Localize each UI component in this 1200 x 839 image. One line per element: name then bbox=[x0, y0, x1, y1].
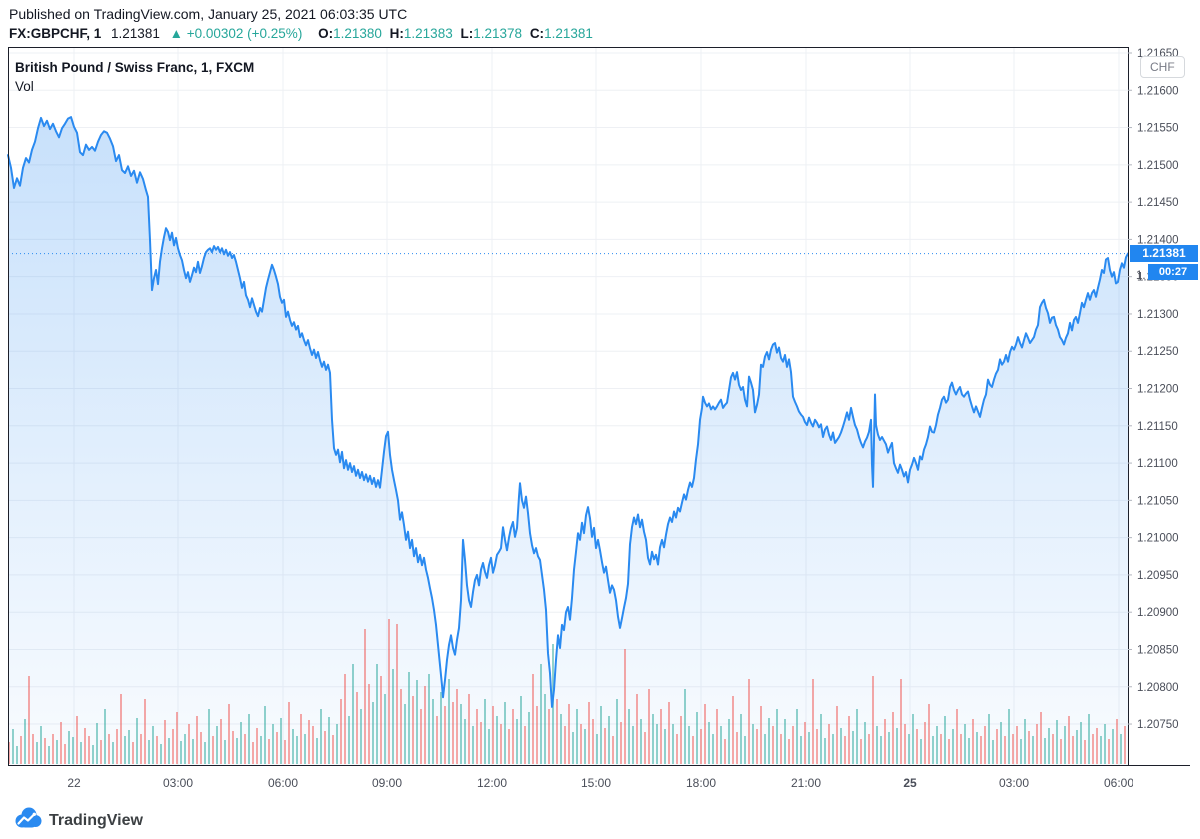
currency-toggle-badge[interactable]: CHF bbox=[1140, 56, 1185, 78]
price-tick-label: 1.21250 bbox=[1137, 346, 1179, 358]
price-axis-label-covered: 1. bbox=[1136, 270, 1146, 282]
time-tick-label: 25 bbox=[903, 776, 917, 790]
symbol-last-price: 1.21381 bbox=[111, 26, 160, 41]
high-label: H: bbox=[389, 26, 404, 41]
price-tick-label: 1.21200 bbox=[1137, 384, 1179, 396]
price-area-fill bbox=[8, 117, 1128, 766]
open-value: 1.21380 bbox=[333, 26, 382, 41]
price-tick-label: 1.21600 bbox=[1137, 85, 1179, 97]
price-tick-label: 1.20800 bbox=[1137, 682, 1179, 694]
tradingview-logo[interactable]: TradingView bbox=[13, 805, 143, 836]
price-line bbox=[7, 116, 1129, 708]
price-axis[interactable]: 1.216501.216001.215501.215001.214501.214… bbox=[1128, 48, 1179, 731]
price-tick-label: 1.21100 bbox=[1137, 458, 1178, 470]
published-line: Published on TradingView.com, January 25… bbox=[9, 6, 408, 22]
volume-bars bbox=[8, 619, 1126, 764]
time-tick-label: 22 bbox=[67, 776, 81, 790]
volume-indicator-label: Vol bbox=[15, 79, 34, 94]
time-tick-label: 15:00 bbox=[581, 776, 611, 790]
price-tick-label: 1.21050 bbox=[1137, 495, 1179, 507]
price-tick-label: 1.21550 bbox=[1137, 123, 1179, 135]
low-label: L: bbox=[460, 26, 474, 41]
price-tick-label: 1.20900 bbox=[1137, 607, 1179, 619]
price-tick-label: 1.20750 bbox=[1137, 719, 1179, 731]
symbol-change: ▲ +0.00302 (+0.25%) bbox=[169, 26, 303, 41]
price-tick-label: 1.21000 bbox=[1137, 533, 1179, 545]
time-tick-label: 06:00 bbox=[1104, 776, 1134, 790]
tradingview-logo-text: TradingView bbox=[49, 811, 143, 829]
low-value: 1.21378 bbox=[473, 26, 523, 41]
plot-border bbox=[8, 47, 1129, 766]
price-tick-label: 1.21450 bbox=[1137, 197, 1179, 209]
price-tick-label: 1.21300 bbox=[1137, 309, 1179, 321]
tradingview-cloud-icon bbox=[13, 805, 43, 836]
open-label: O: bbox=[318, 26, 334, 41]
bar-countdown-badge: 00:27 bbox=[1148, 264, 1198, 280]
time-tick-label: 03:00 bbox=[163, 776, 193, 790]
price-tick-label: 1.20950 bbox=[1137, 570, 1179, 582]
price-tick-label: 1.20850 bbox=[1137, 644, 1179, 656]
chart-title: British Pound / Swiss Franc, 1, FXCM bbox=[15, 60, 255, 75]
time-tick-label: 09:00 bbox=[372, 776, 402, 790]
price-tick-label: 1.21500 bbox=[1137, 160, 1179, 172]
close-label: C: bbox=[529, 26, 545, 41]
price-tick-label: 1.21150 bbox=[1137, 421, 1178, 433]
symbol-name: FX:GBPCHF, 1 bbox=[9, 26, 102, 41]
symbol-info-bar: FX:GBPCHF, 1 1.21381 ▲ +0.00302 (+0.25%)… bbox=[9, 26, 593, 41]
time-tick-label: 06:00 bbox=[268, 776, 298, 790]
last-price-badge: 1.21381 bbox=[1130, 245, 1198, 262]
time-tick-label: 21:00 bbox=[791, 776, 821, 790]
time-tick-label: 18:00 bbox=[686, 776, 716, 790]
high-value: 1.21383 bbox=[403, 26, 453, 41]
close-value: 1.21381 bbox=[544, 26, 593, 41]
time-tick-label: 03:00 bbox=[999, 776, 1029, 790]
time-tick-label: 12:00 bbox=[477, 776, 507, 790]
price-tick-label: 1.21400 bbox=[1137, 234, 1179, 246]
time-axis[interactable]: 22 03:00 06:00 09:00 12:00 15:00 18:00 21:00 25 0… bbox=[67, 776, 1134, 790]
